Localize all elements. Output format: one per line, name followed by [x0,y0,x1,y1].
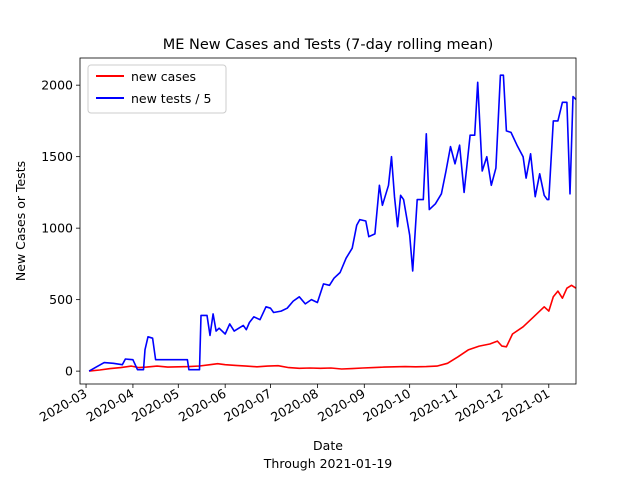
legend-label-new-cases: new cases [131,69,196,84]
y-tick-label: 2000 [41,78,73,93]
y-tick-label: 500 [49,292,73,307]
y-axis: 0 500 1000 1500 2000 [41,78,80,379]
y-tick-label: 0 [65,364,73,379]
plot-area [88,74,577,372]
chart-title: ME New Cases and Tests (7-day rolling me… [163,37,494,53]
y-tick-label: 1000 [41,221,73,236]
series-line-new-tests-5 [88,74,577,372]
legend: new cases new tests / 5 [87,64,227,114]
x-axis-sublabel: Through 2021-01-19 [263,456,393,471]
y-tick-label: 1500 [41,149,73,164]
legend-label-new-tests: new tests / 5 [131,91,211,106]
y-axis-label: New Cases or Tests [13,161,28,281]
x-axis-label: Date [313,438,343,453]
axes-frame [79,57,577,385]
series-line-new-cases [89,284,577,372]
